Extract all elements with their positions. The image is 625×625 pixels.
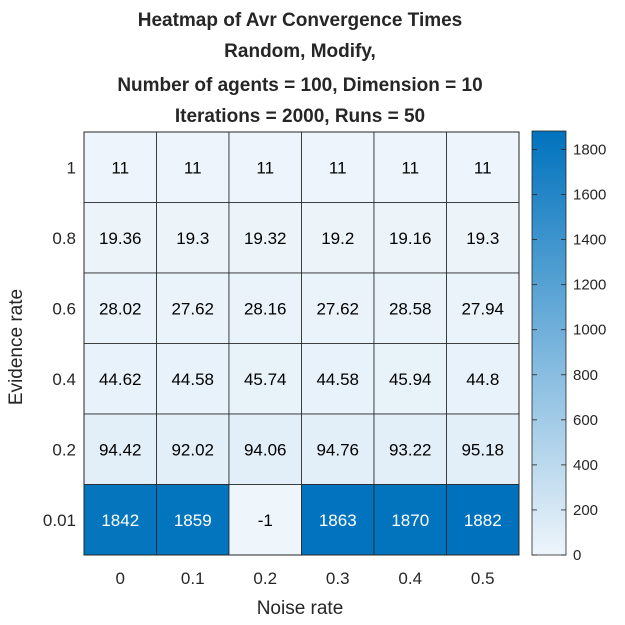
heatmap-cell <box>373 131 447 203</box>
heatmap-border <box>83 131 520 556</box>
colorbar-tick-label: 200 <box>573 502 598 519</box>
cell-value-label: 28.02 <box>99 299 142 318</box>
colorbar-tick-label: 1600 <box>573 187 606 204</box>
cell-value-label: 44.62 <box>99 370 142 389</box>
cell-value-label: 11 <box>401 158 419 177</box>
cell-value-label: 1859 <box>174 511 212 530</box>
colorbar-tick-label: 0 <box>573 547 581 564</box>
cell-value-label: 19.16 <box>389 229 432 248</box>
cell-value-label: 19.32 <box>244 229 287 248</box>
heatmap-cell <box>301 202 375 274</box>
cell-value-label: 11 <box>184 158 202 177</box>
cell-value-label: 92.02 <box>171 440 214 459</box>
cell-value-label: 27.62 <box>171 299 214 318</box>
y-axis-label: Evidence rate <box>6 289 27 405</box>
colorbar-tick-label: 1800 <box>573 141 606 158</box>
y-tick-label: 1 <box>67 158 76 177</box>
y-tick-label: 0.01 <box>43 511 76 530</box>
colorbar-gradient <box>531 130 567 556</box>
cell-value-label: 95.18 <box>461 440 504 459</box>
chart-title: Heatmap of Avr Convergence Times Random, … <box>117 10 482 127</box>
cell-value-label: 45.74 <box>244 370 287 389</box>
cell-value-label: 27.94 <box>461 299 504 318</box>
heatmap-cell <box>83 131 157 203</box>
cell-value-label: 94.76 <box>316 440 359 459</box>
cell-value-label: 11 <box>111 158 129 177</box>
cell-value-label: 93.22 <box>389 440 432 459</box>
cell-value-label: 19.3 <box>466 229 499 248</box>
cell-value-label: 94.06 <box>244 440 287 459</box>
heatmap-cell <box>83 413 157 485</box>
x-tick-label: 0.3 <box>326 569 350 588</box>
title-line: Random, Modify, <box>224 41 376 62</box>
heatmap-cell <box>156 202 230 274</box>
cell-value-label: 19.2 <box>321 229 354 248</box>
heatmap-cell <box>83 343 157 415</box>
colorbar: 0 200 400 600 800 1000 1200 1400 1600 1800 <box>531 130 606 564</box>
y-tick-labels: 1 0.8 0.6 0.4 0.2 0.01 <box>43 158 76 530</box>
colorbar-tick-label: 600 <box>573 412 598 429</box>
heatmap-cell <box>373 343 447 415</box>
colorbar-tick-label: 1200 <box>573 277 606 294</box>
heatmap-cell <box>301 343 375 415</box>
x-tick-labels: 0 0.1 0.2 0.3 0.4 0.5 <box>116 569 495 588</box>
heatmap-cell <box>83 272 157 344</box>
cell-value-label: 28.58 <box>389 299 432 318</box>
title-line: Heatmap of Avr Convergence Times <box>138 10 463 31</box>
colorbar-tick-label: 400 <box>573 457 598 474</box>
cell-value-label: 45.94 <box>389 370 432 389</box>
title-line: Iterations = 2000, Runs = 50 <box>175 106 425 127</box>
heatmap-cell <box>446 202 520 274</box>
heatmap-cell <box>156 343 230 415</box>
colorbar-tick-label: 800 <box>573 367 598 384</box>
heatmap-cells: 11 11 11 11 11 11 19.36 19.3 19.32 19.2 19.16 19.3 2… <box>83 131 520 556</box>
heatmap-cell <box>446 484 520 556</box>
heatmap-cell <box>373 272 447 344</box>
heatmap-cell <box>301 272 375 344</box>
cell-value-label: 11 <box>474 158 492 177</box>
heatmap-cell <box>373 484 447 556</box>
cell-value-label: 44.58 <box>316 370 359 389</box>
heatmap-cell <box>228 343 302 415</box>
cell-value-label: -1 <box>258 511 273 530</box>
heatmap-cell <box>156 272 230 344</box>
cell-value-label: 19.3 <box>176 229 209 248</box>
cell-value-label: 94.42 <box>99 440 142 459</box>
heatmap-cell <box>83 484 157 556</box>
y-tick-label: 0.2 <box>52 440 76 459</box>
cell-value-label: 11 <box>329 158 347 177</box>
cell-value-label: 44.58 <box>171 370 214 389</box>
cell-value-label: 44.8 <box>466 370 499 389</box>
heatmap-cell <box>228 413 302 485</box>
cell-value-label: 1863 <box>319 511 357 530</box>
x-tick-label: 0.4 <box>398 569 422 588</box>
y-tick-label: 0.8 <box>52 229 76 248</box>
colorbar-tick-label: 1400 <box>573 232 606 249</box>
x-tick-label: 0 <box>116 569 125 588</box>
cell-value-label: 19.36 <box>99 229 142 248</box>
heatmap-cell <box>301 413 375 485</box>
heatmap-cell <box>228 272 302 344</box>
x-tick-label: 0.5 <box>471 569 495 588</box>
heatmap-cell <box>373 413 447 485</box>
x-tick-label: 0.2 <box>253 569 277 588</box>
heatmap-cell <box>446 131 520 203</box>
x-tick-label: 0.1 <box>181 569 205 588</box>
colorbar-tick-label: 1000 <box>573 322 606 339</box>
cell-value-label: 1870 <box>391 511 429 530</box>
cell-value-label: 28.16 <box>244 299 287 318</box>
cell-value-label: 1882 <box>464 511 502 530</box>
title-line: Number of agents = 100, Dimension = 10 <box>117 75 482 96</box>
y-tick-label: 0.4 <box>52 370 76 389</box>
heatmap-cell <box>446 272 520 344</box>
cell-value-label: 1842 <box>101 511 139 530</box>
heatmap-cell <box>301 131 375 203</box>
cell-value-label: 27.62 <box>316 299 359 318</box>
heatmap-cell <box>156 131 230 203</box>
y-tick-label: 0.6 <box>52 299 76 318</box>
x-axis-label: Noise rate <box>257 598 344 619</box>
cell-value-label: 11 <box>256 158 274 177</box>
